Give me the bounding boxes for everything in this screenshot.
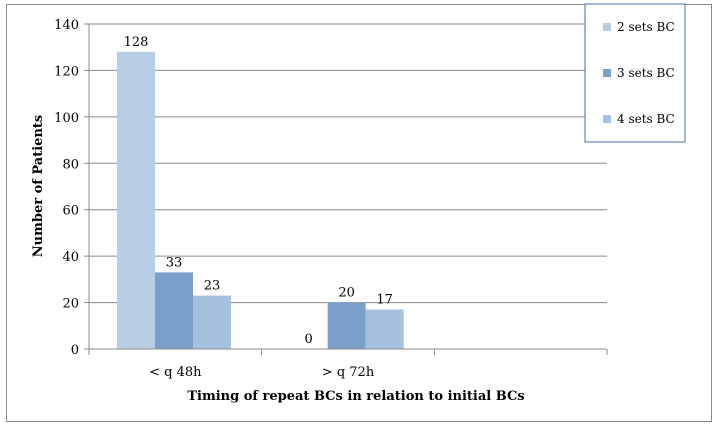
data-labels: 128 33 23 0 20 17 xyxy=(124,35,393,347)
legend-swatch xyxy=(603,69,611,77)
y-tick-label: 20 xyxy=(62,297,79,312)
legend: 2 sets BC 3 sets BC 4 sets BC xyxy=(584,3,686,143)
y-tick-label: 0 xyxy=(71,343,79,358)
legend-swatch xyxy=(603,115,611,123)
y-tick-label: 40 xyxy=(62,250,79,265)
x-axis-title: Timing of repeat BCs in relation to init… xyxy=(187,389,524,404)
y-tick-label: 140 xyxy=(54,18,79,33)
data-label: 23 xyxy=(204,279,221,294)
legend-box xyxy=(584,3,686,143)
bar xyxy=(327,302,366,349)
x-tick-labels: < q 48h > q 72h xyxy=(149,365,375,380)
legend-swatch xyxy=(603,23,611,31)
bars xyxy=(117,51,404,349)
y-tick-label: 60 xyxy=(62,204,79,219)
data-label: 0 xyxy=(305,332,313,347)
bar xyxy=(365,309,404,349)
legend-label: 3 sets BC xyxy=(617,66,675,80)
y-tick-label: 80 xyxy=(62,157,79,172)
y-tick-label: 120 xyxy=(54,64,79,79)
data-label: 128 xyxy=(124,35,149,50)
y-tick-label: 100 xyxy=(54,111,79,126)
bar xyxy=(193,295,231,349)
legend-label: 2 sets BC xyxy=(617,20,675,34)
data-label: 20 xyxy=(338,286,355,301)
y-axis-title: Number of Patients xyxy=(31,115,46,257)
legend-label: 4 sets BC xyxy=(617,112,675,126)
y-tick-labels: 0 20 40 60 80 100 120 140 xyxy=(54,18,79,358)
x-tick-label: < q 48h xyxy=(149,365,202,380)
x-tick-label: > q 72h xyxy=(322,365,375,380)
data-label: 17 xyxy=(376,293,393,308)
bar xyxy=(155,272,193,349)
axes xyxy=(84,23,608,355)
data-label: 33 xyxy=(166,255,183,270)
bar xyxy=(117,51,155,349)
